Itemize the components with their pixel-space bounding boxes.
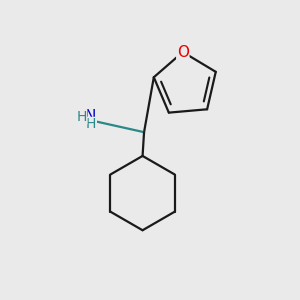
Text: N: N — [85, 109, 96, 124]
Text: H: H — [85, 117, 96, 131]
Text: O: O — [177, 44, 189, 59]
Text: H: H — [76, 110, 87, 124]
